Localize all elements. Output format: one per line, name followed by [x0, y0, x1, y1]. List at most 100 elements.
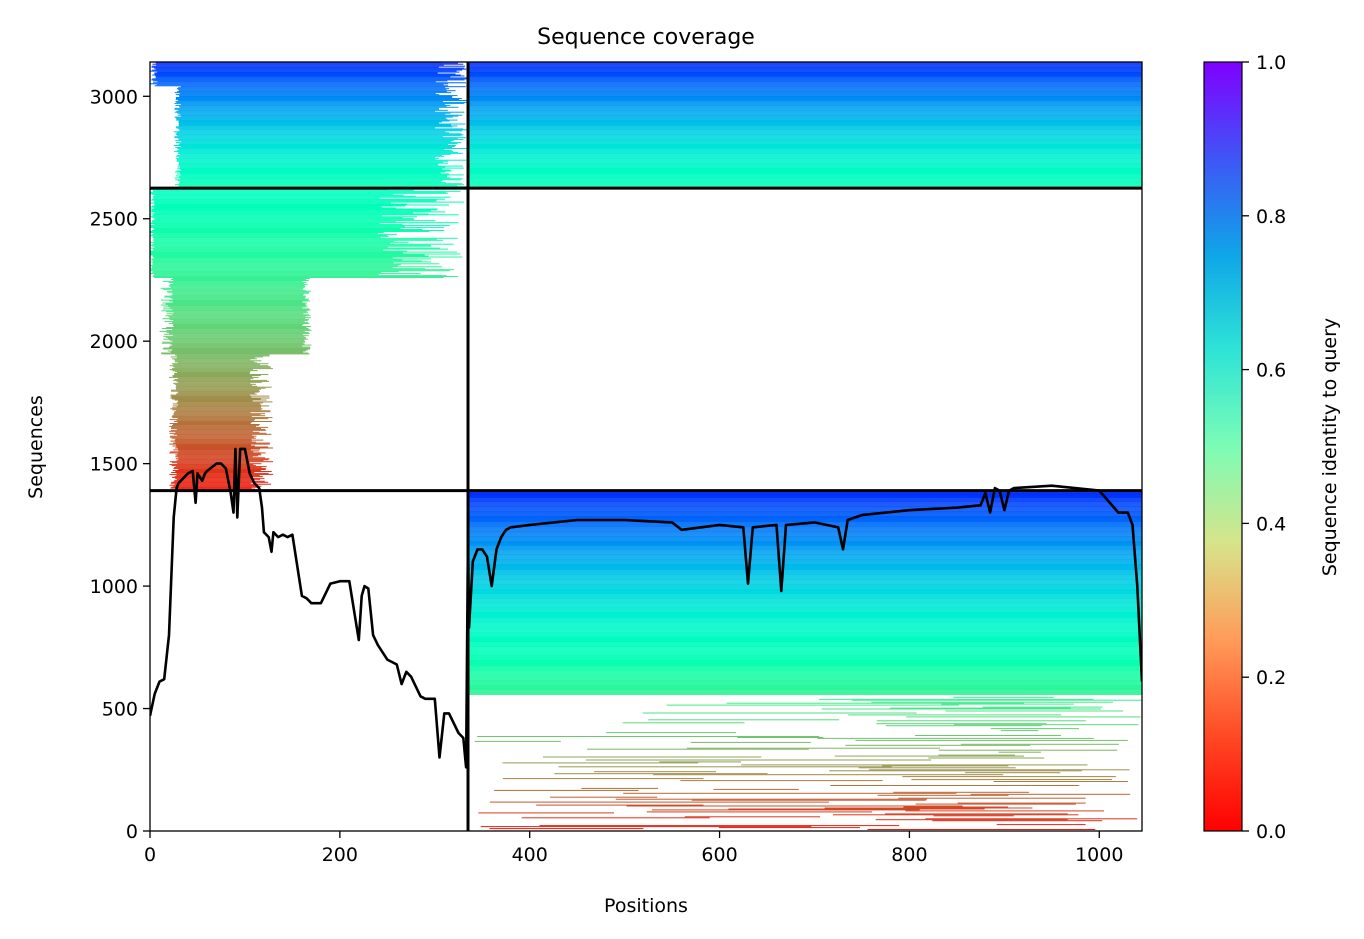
coverage-row [468, 179, 1142, 181]
coverage-row [468, 169, 1142, 171]
coverage-row [848, 714, 1062, 716]
coverage-row [161, 342, 304, 344]
coverage-row [925, 818, 1138, 820]
coverage-row [468, 584, 1142, 586]
coverage-row [162, 302, 307, 304]
coverage-row [830, 785, 1080, 786]
coverage-row [871, 701, 1113, 703]
colorbar-tick-label: 0.6 [1256, 360, 1286, 382]
coverage-row [162, 318, 306, 320]
coverage-row [178, 89, 447, 91]
coverage-row [468, 628, 1142, 630]
block-dividers [150, 62, 1142, 831]
coverage-row [172, 442, 271, 444]
coverage-row [468, 551, 1142, 553]
coverage-row [468, 602, 1142, 604]
coverage-row [468, 535, 1142, 537]
coverage-row [164, 296, 306, 298]
coverage-row [468, 620, 1142, 622]
coverage-row [174, 373, 250, 374]
coverage-row [157, 81, 436, 83]
coverage-row [173, 433, 272, 435]
coverage-row [166, 311, 307, 313]
coverage-row [659, 761, 742, 763]
coverage-row [587, 748, 809, 750]
coverage-row [178, 391, 259, 393]
coverage-row [152, 233, 397, 235]
coverage-row [468, 164, 1142, 166]
coverage-row [938, 749, 1118, 751]
coverage-row [175, 117, 446, 119]
coverage-row [174, 411, 271, 413]
coverage-row [176, 101, 468, 103]
coverage-row [180, 86, 466, 88]
coverage-row [178, 87, 446, 89]
coverage-row [178, 100, 468, 101]
coverage-row [468, 512, 1142, 514]
coverage-row [176, 460, 264, 462]
coverage-row [155, 62, 458, 64]
coverage-row [468, 686, 1142, 687]
coverage-row [170, 487, 252, 489]
coverage-row [170, 389, 259, 391]
coverage-row [468, 166, 1142, 168]
coverage-row [173, 280, 309, 281]
coverage-row [173, 449, 251, 451]
coverage-row [468, 653, 1142, 655]
coverage-row [468, 600, 1142, 602]
coverage-row [175, 471, 272, 472]
coverage-row [172, 334, 309, 336]
coverage-row [468, 141, 1142, 143]
coverage-row [171, 390, 260, 392]
coverage-row [933, 815, 1014, 817]
coverage-row [175, 454, 262, 456]
coverage-row [468, 125, 1142, 127]
coverage-block [150, 187, 465, 491]
coverage-row [468, 103, 1142, 105]
coverage-row [468, 634, 1142, 636]
coverage-row [468, 638, 1142, 639]
coverage-row [648, 719, 840, 721]
coverage-row [169, 432, 267, 434]
coverage-row [160, 304, 307, 306]
coverage-row [468, 664, 1142, 666]
coverage-row [468, 607, 1142, 609]
coverage-row [898, 797, 1086, 799]
coverage-row [468, 613, 1142, 615]
coverage-row [468, 616, 1142, 618]
coverage-row [468, 526, 1142, 528]
coverage-row [177, 148, 467, 149]
coverage-row [150, 231, 430, 232]
coverage-row [468, 63, 1142, 65]
coverage-row [179, 153, 451, 155]
coverage-row [468, 136, 1142, 138]
coverage-row [173, 320, 308, 322]
coverage-row [468, 656, 1142, 658]
coverage-row [171, 437, 256, 439]
coverage-row [468, 640, 1142, 641]
coverage-row [176, 478, 261, 480]
y-tick-label: 2000 [90, 331, 138, 353]
coverage-row [468, 74, 1142, 76]
coverage-row [167, 291, 310, 293]
coverage-row [177, 167, 464, 169]
coverage-row [468, 62, 1142, 64]
chart-title: Sequence coverage [537, 25, 755, 50]
coverage-row [468, 601, 1142, 603]
coverage-row [622, 722, 745, 724]
coverage-row [953, 696, 1054, 698]
coverage-row [468, 64, 1142, 66]
coverage-row [877, 794, 1009, 796]
coverage-row [468, 587, 1142, 589]
coverage-row [468, 115, 1142, 117]
coverage-row [713, 788, 799, 790]
coverage-row [154, 246, 388, 248]
coverage-row [171, 416, 252, 418]
colorbar [1203, 61, 1243, 832]
coverage-row [876, 723, 1047, 725]
coverage-row [468, 648, 1142, 650]
coverage-row [468, 559, 1142, 561]
coverage-row [154, 194, 404, 196]
coverage-row [178, 404, 262, 406]
coverage-row [468, 77, 1142, 79]
